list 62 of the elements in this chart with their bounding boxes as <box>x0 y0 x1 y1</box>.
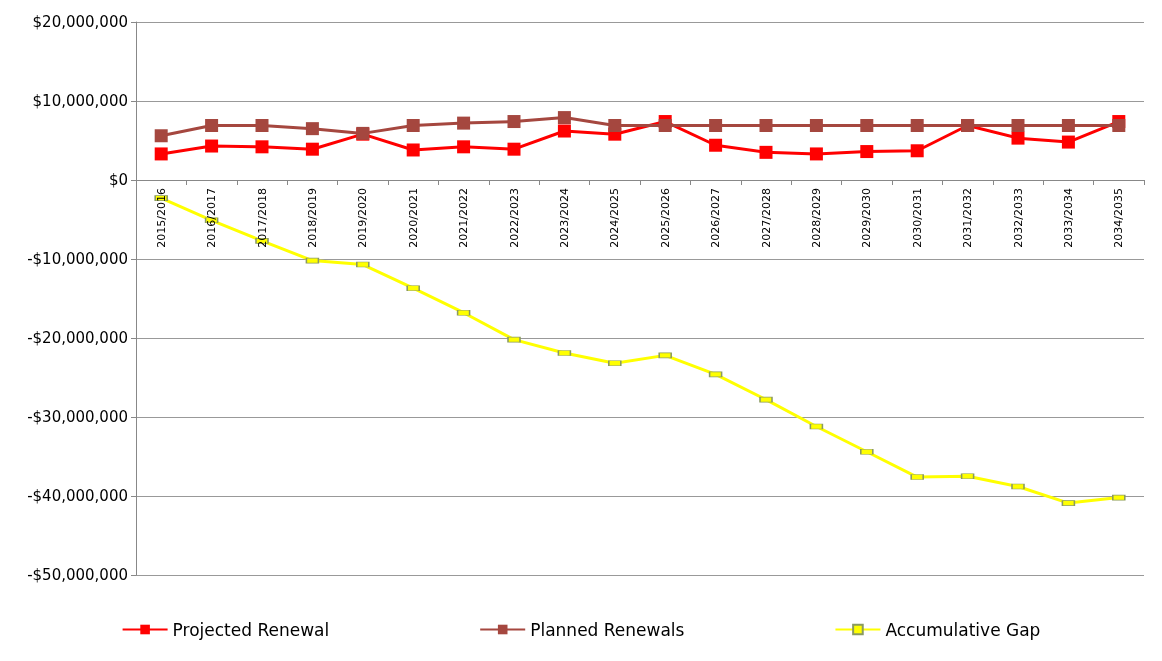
point <box>709 138 723 152</box>
y-tick-label: -$10,000,000 <box>27 250 128 268</box>
x-tick-label: 2032/2033 <box>1011 188 1025 248</box>
x-tick-label: 2023/2024 <box>557 188 571 248</box>
point <box>1011 118 1025 132</box>
point <box>205 118 219 132</box>
x-tick-label: 2027/2028 <box>759 188 773 248</box>
point <box>305 142 319 156</box>
x-tick-label: 2024/2025 <box>608 188 622 248</box>
point <box>457 140 471 154</box>
point <box>759 118 773 132</box>
point <box>255 140 269 154</box>
y-tick-label: -$20,000,000 <box>27 329 128 347</box>
x-tick-label: 2029/2030 <box>860 188 874 248</box>
point <box>709 118 723 132</box>
x-tick-label: 2026/2027 <box>709 188 723 248</box>
legend-label: Accumulative Gap <box>885 619 1041 640</box>
y-tick-label: -$40,000,000 <box>27 487 128 505</box>
x-tick-label: 2028/2029 <box>809 188 823 248</box>
point <box>406 143 420 157</box>
y-tick-label: -$30,000,000 <box>27 408 128 426</box>
point <box>860 118 874 132</box>
x-tick-label: 2025/2026 <box>658 188 672 248</box>
point <box>910 144 924 158</box>
x-tick-label: 2031/2032 <box>961 188 975 248</box>
point <box>507 142 521 156</box>
point <box>557 111 571 125</box>
point <box>759 145 773 159</box>
point <box>809 147 823 161</box>
x-tick-label: 2016/2017 <box>205 188 219 248</box>
point <box>154 147 168 161</box>
point <box>910 118 924 132</box>
point <box>860 145 874 159</box>
x-tick-label: 2017/2018 <box>255 188 269 248</box>
point <box>406 118 420 132</box>
point <box>1011 131 1025 145</box>
y-tick-label: $0 <box>108 171 128 189</box>
point <box>457 116 471 130</box>
point <box>305 122 319 136</box>
point <box>608 118 622 132</box>
x-tick-label: 2034/2035 <box>1112 188 1126 248</box>
x-tick-label: 2033/2034 <box>1061 188 1075 248</box>
x-tick-label: 2018/2019 <box>305 188 319 248</box>
x-tick-label: 2015/2016 <box>154 188 168 248</box>
legend-label: Projected Renewal <box>172 619 330 640</box>
legend-label: Planned Renewals <box>530 619 685 640</box>
point <box>1061 135 1075 149</box>
x-tick-label: 2022/2023 <box>507 188 521 248</box>
point <box>557 124 571 138</box>
x-tick-label: 2021/2022 <box>457 188 471 248</box>
x-tick-label: 2020/2021 <box>406 188 420 248</box>
point <box>255 118 269 132</box>
y-tick-label: $10,000,000 <box>32 92 128 110</box>
point <box>154 129 168 143</box>
y-tick-label: -$50,000,000 <box>27 566 128 584</box>
point <box>205 139 219 153</box>
point <box>507 115 521 129</box>
y-tick-label: $20,000,000 <box>32 13 128 31</box>
point <box>809 118 823 132</box>
x-tick-label: 2019/2020 <box>356 188 370 248</box>
point <box>1061 118 1075 132</box>
x-tick-label: 2030/2031 <box>910 188 924 248</box>
